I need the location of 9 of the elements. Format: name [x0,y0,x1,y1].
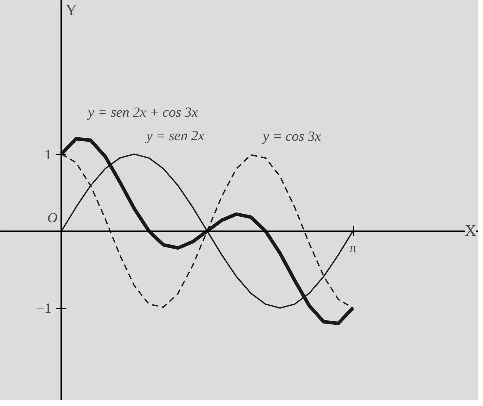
annotation: O [48,211,58,226]
y-tick-label: −1 [36,302,52,318]
series-label: y = sen 2x [144,129,206,144]
series-label: y = sen 2x + cos 3x [86,106,199,121]
text: X [464,222,477,240]
annotation: π [350,241,357,256]
y-tick-label: 1 [44,148,52,164]
series-label: y = cos 3x [261,130,322,146]
annotation: Y [66,2,78,20]
